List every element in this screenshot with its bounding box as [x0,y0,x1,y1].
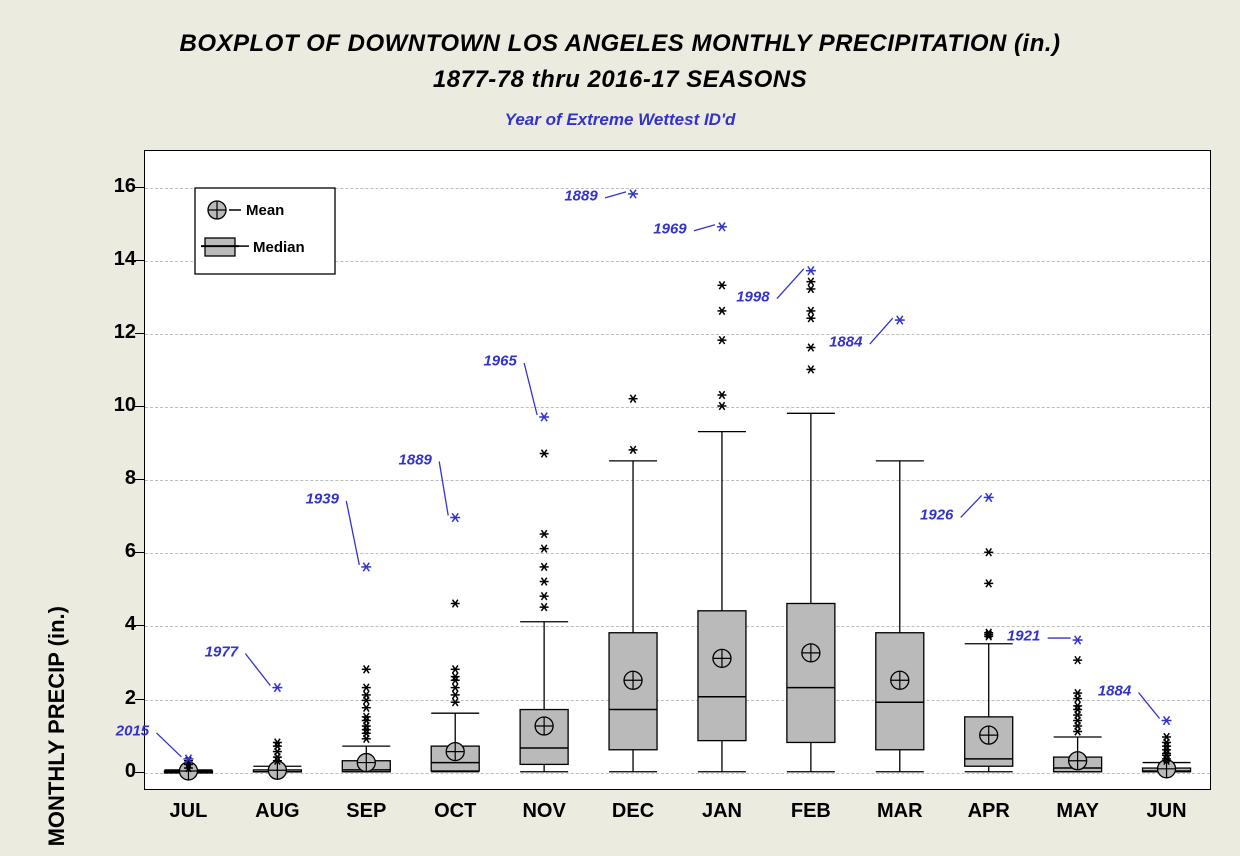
box [698,611,746,741]
extreme-year-label: 1926 [920,507,953,524]
extreme-year-label: 1998 [736,288,769,305]
extreme-year-label: 1884 [1098,682,1131,699]
extreme-year-label: 1889 [399,451,432,468]
legend-median-label: Median [253,239,305,256]
extreme-year-label: 2015 [116,722,149,739]
box [876,633,924,750]
chart-svg: Mean Median [0,0,1240,856]
extreme-year-label: 1969 [653,220,686,237]
extreme-year-label: 1977 [205,643,238,660]
box [787,603,835,742]
extreme-year-label: 1921 [1007,628,1040,645]
extreme-year-label: 1939 [306,490,339,507]
legend-mean-label: Mean [246,202,284,219]
extreme-year-label: 1965 [483,352,516,369]
extreme-year-label: 1889 [564,187,597,204]
extreme-year-label: 1884 [829,334,862,351]
box [609,633,657,750]
